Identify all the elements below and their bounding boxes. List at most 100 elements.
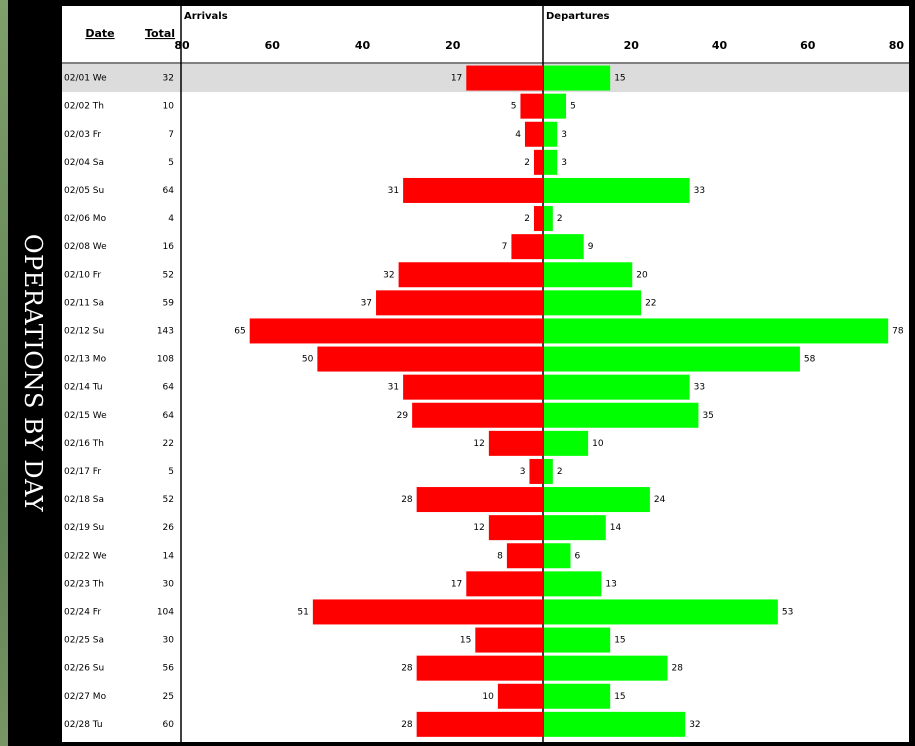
row-date-label: 02/18 Sa bbox=[64, 495, 104, 505]
row-total-label: 64 bbox=[163, 411, 175, 421]
row-date-label: 02/12 Su bbox=[64, 326, 104, 336]
departures-value-label: 78 bbox=[892, 326, 904, 336]
arrivals-value-label: 37 bbox=[361, 298, 372, 308]
row-total-label: 52 bbox=[163, 270, 174, 280]
departures-bar bbox=[544, 93, 567, 119]
departures-bar bbox=[544, 627, 611, 653]
row-date-label: 02/15 We bbox=[64, 411, 107, 421]
row-date-label: 02/01 We bbox=[64, 74, 107, 84]
row-total-label: 143 bbox=[157, 326, 174, 336]
departures-value-label: 13 bbox=[605, 579, 616, 589]
row-date-label: 02/26 Su bbox=[64, 664, 104, 674]
departures-value-label: 22 bbox=[645, 298, 656, 308]
departures-bar bbox=[544, 121, 558, 147]
row-date-label: 02/13 Mo bbox=[64, 355, 107, 365]
row-total-label: 108 bbox=[157, 355, 174, 365]
row-total-label: 16 bbox=[163, 242, 175, 252]
chart-sheet: Date Total Arrivals Departures 80 60 40 20 20 40 6… bbox=[62, 6, 909, 742]
row-date-label: 02/22 We bbox=[64, 551, 107, 561]
arrivals-value-label: 10 bbox=[482, 692, 494, 702]
departures-value-label: 32 bbox=[689, 720, 700, 730]
departures-tick-label: 60 bbox=[800, 39, 816, 52]
row-total-label: 30 bbox=[163, 636, 175, 646]
row-date-label: 02/10 Fr bbox=[64, 270, 101, 280]
arrivals-bar bbox=[376, 290, 543, 316]
arrivals-value-label: 28 bbox=[401, 664, 413, 674]
row-date-label: 02/03 Fr bbox=[64, 130, 101, 140]
departures-header: Departures bbox=[546, 11, 610, 22]
row-total-label: 22 bbox=[163, 439, 174, 449]
row-date-label: 02/27 Mo bbox=[64, 692, 107, 702]
departures-bar bbox=[544, 318, 889, 344]
arrivals-bar bbox=[416, 655, 543, 681]
row-date-label: 02/17 Fr bbox=[64, 467, 101, 477]
departures-value-label: 3 bbox=[561, 158, 567, 168]
departures-value-label: 33 bbox=[694, 383, 705, 393]
row-total-label: 64 bbox=[163, 186, 175, 196]
arrivals-bar bbox=[497, 683, 543, 709]
departures-value-label: 2 bbox=[557, 214, 563, 224]
departures-value-label: 2 bbox=[557, 467, 563, 477]
departures-bar bbox=[544, 402, 699, 428]
arrivals-value-label: 4 bbox=[515, 130, 521, 140]
row-date-label: 02/16 Th bbox=[64, 439, 104, 449]
departures-value-label: 20 bbox=[636, 270, 648, 280]
row-total-label: 7 bbox=[168, 130, 174, 140]
arrivals-tick-label: 80 bbox=[174, 39, 190, 52]
arrivals-bar bbox=[466, 65, 543, 91]
departures-value-label: 35 bbox=[702, 411, 713, 421]
departures-bar bbox=[544, 149, 558, 175]
arrivals-tick-label: 40 bbox=[355, 39, 371, 52]
departures-value-label: 15 bbox=[614, 74, 625, 84]
arrivals-value-label: 65 bbox=[234, 326, 245, 336]
row-total-label: 14 bbox=[163, 551, 175, 561]
departures-bar bbox=[544, 515, 606, 541]
row-total-label: 5 bbox=[168, 467, 174, 477]
arrivals-value-label: 51 bbox=[297, 607, 308, 617]
arrivals-value-label: 12 bbox=[473, 439, 484, 449]
title-bar: OPERATIONS BY DAY bbox=[8, 0, 58, 746]
row-date-label: 02/19 Su bbox=[64, 523, 104, 533]
departures-tick-label: 80 bbox=[889, 39, 905, 52]
arrivals-value-label: 28 bbox=[401, 495, 413, 505]
arrivals-bar bbox=[524, 121, 543, 147]
arrivals-bar bbox=[488, 515, 543, 541]
row-total-label: 52 bbox=[163, 495, 174, 505]
arrivals-value-label: 32 bbox=[383, 270, 394, 280]
row-total-label: 104 bbox=[157, 607, 174, 617]
departures-bar bbox=[544, 655, 668, 681]
arrivals-value-label: 17 bbox=[451, 74, 462, 84]
arrivals-value-label: 28 bbox=[401, 720, 413, 730]
page-title: OPERATIONS BY DAY bbox=[19, 233, 47, 513]
departures-bar bbox=[544, 430, 589, 456]
arrivals-bar bbox=[312, 599, 543, 625]
departures-value-label: 58 bbox=[804, 355, 816, 365]
arrivals-bar bbox=[412, 402, 543, 428]
arrivals-bar bbox=[533, 206, 543, 232]
row-date-label: 02/14 Tu bbox=[64, 383, 103, 393]
row-date-label: 02/02 Th bbox=[64, 102, 104, 112]
departures-bar bbox=[544, 458, 553, 484]
arrivals-tick-label: 60 bbox=[265, 39, 281, 52]
departures-bar bbox=[544, 346, 800, 372]
row-total-label: 10 bbox=[163, 102, 175, 112]
arrivals-bar bbox=[529, 458, 543, 484]
arrivals-header: Arrivals bbox=[184, 11, 228, 22]
arrivals-value-label: 7 bbox=[502, 242, 508, 252]
arrivals-tick-label: 20 bbox=[445, 39, 461, 52]
row-date-label: 02/05 Su bbox=[64, 186, 104, 196]
arrivals-value-label: 17 bbox=[451, 579, 462, 589]
arrivals-bar bbox=[249, 318, 543, 344]
arrivals-value-label: 3 bbox=[520, 467, 526, 477]
arrivals-value-label: 31 bbox=[388, 383, 399, 393]
departures-bar bbox=[544, 683, 611, 709]
departures-tick-label: 20 bbox=[624, 39, 640, 52]
row-total-label: 64 bbox=[163, 383, 175, 393]
arrivals-bar bbox=[488, 430, 543, 456]
arrivals-bar bbox=[403, 374, 543, 400]
arrivals-bar bbox=[475, 627, 543, 653]
arrivals-value-label: 5 bbox=[511, 102, 517, 112]
departures-value-label: 6 bbox=[574, 551, 580, 561]
row-total-label: 4 bbox=[168, 214, 174, 224]
departures-bar bbox=[544, 543, 571, 569]
